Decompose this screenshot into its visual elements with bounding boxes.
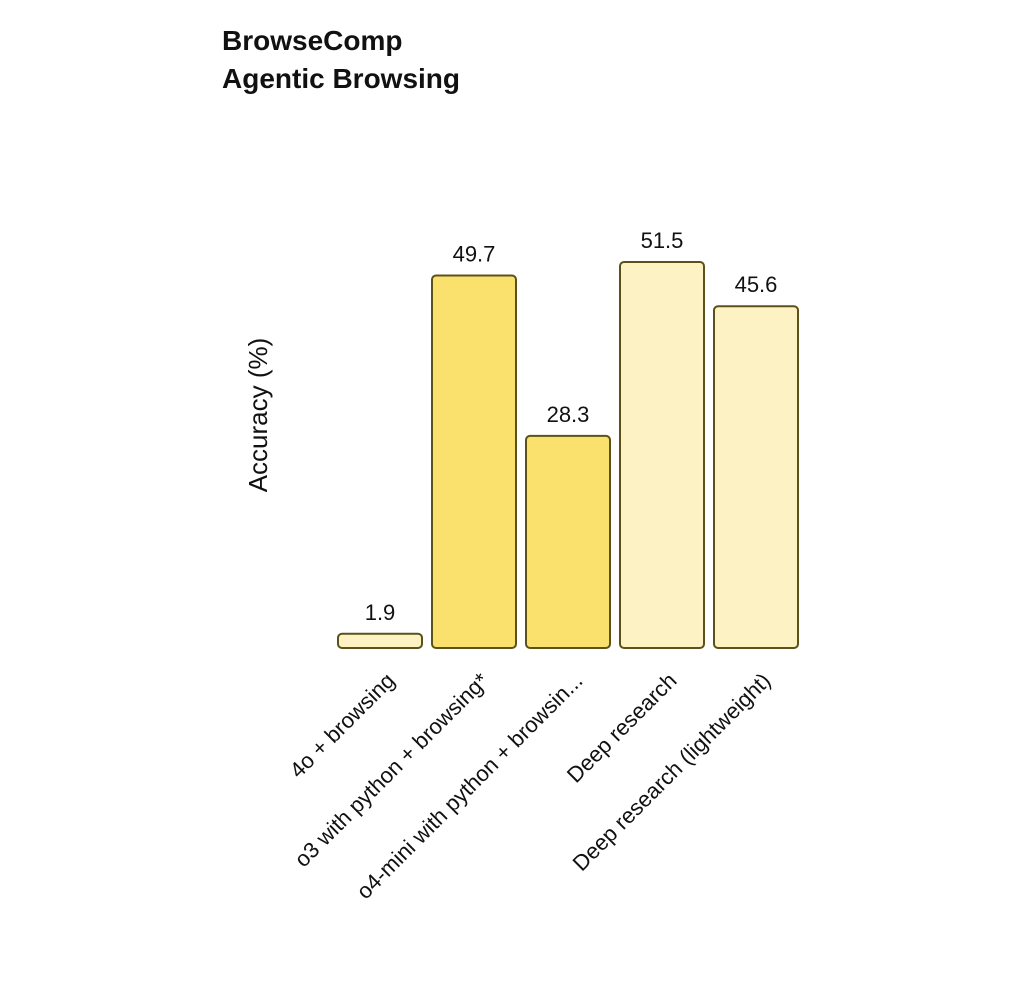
value-label-4: 51.5 (641, 228, 684, 253)
chart-title: BrowseComp (222, 25, 402, 56)
bar-1 (337, 632, 423, 650)
chart-subtitle: Agentic Browsing (222, 63, 460, 94)
bar-5 (713, 305, 799, 649)
x-tick-label-2: o3 with python + browsing* (289, 668, 493, 872)
value-label-5: 45.6 (735, 272, 778, 297)
bar-2 (431, 274, 517, 649)
x-tick-label-5: Deep research (lightweight) (568, 668, 776, 876)
y-axis-label: Accuracy (%) (243, 338, 273, 493)
value-labels-group: 1.9 49.7 28.3 51.5 45.6 (365, 228, 778, 625)
bar-3 (525, 434, 611, 649)
bar-4 (619, 261, 705, 649)
value-label-3: 28.3 (547, 402, 590, 427)
value-label-1: 1.9 (365, 600, 396, 625)
bars-group (337, 261, 799, 650)
value-label-2: 49.7 (453, 242, 496, 267)
